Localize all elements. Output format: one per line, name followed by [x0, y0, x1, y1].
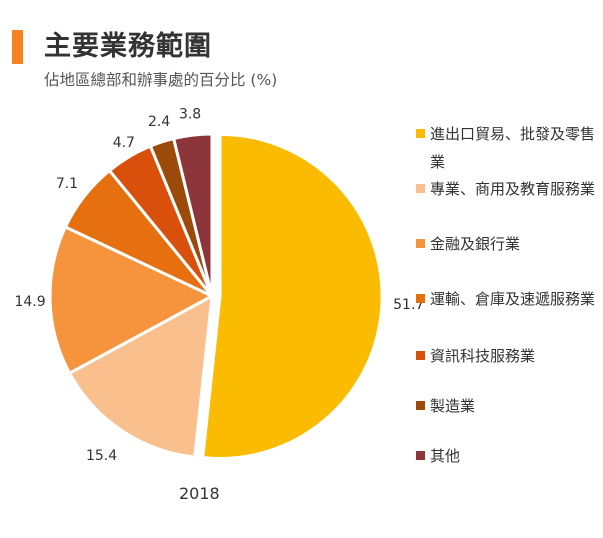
legend-item-2: 專業、商用及教育服務業	[416, 175, 601, 203]
legend-label-6: 製造業	[430, 397, 476, 415]
legend-swatch-1	[416, 129, 425, 138]
chart-title: 主要業務範圍	[44, 31, 212, 62]
pie-slice-3	[48, 225, 214, 375]
data-label-7: 3.8	[179, 106, 201, 122]
pie-slice-1	[201, 132, 384, 460]
pie-slice-7	[172, 132, 214, 298]
legend-label-3: 金融及銀行業	[430, 235, 521, 253]
legend-swatch-5	[416, 351, 425, 360]
legend-swatch-2	[416, 184, 425, 193]
legend-item-6: 製造業	[416, 392, 601, 420]
legend-item-5: 資訊科技服務業	[416, 342, 601, 370]
legend-label-1: 進出口貿易、批發及零售業	[430, 125, 596, 171]
legend-swatch-6	[416, 401, 425, 410]
legend-swatch-7	[416, 451, 425, 460]
legend-item-7: 其他	[416, 442, 601, 470]
legend-label-4: 運輸、倉庫及速遞服務業	[430, 290, 596, 308]
data-label-2: 15.4	[86, 448, 117, 464]
legend-label-2: 專業、商用及教育服務業	[430, 180, 596, 198]
chart-x-label: 2018	[179, 484, 220, 503]
legend-item-4: 運輸、倉庫及速遞服務業	[416, 285, 601, 313]
data-label-3: 14.9	[14, 294, 45, 310]
legend-item-1: 進出口貿易、批發及零售業	[416, 120, 601, 176]
chart-subtitle: 佔地區總部和辦事處的百分比 (%)	[44, 71, 278, 89]
legend-swatch-4	[416, 294, 425, 303]
legend-label-5: 資訊科技服務業	[430, 347, 536, 365]
legend-label-7: 其他	[430, 447, 461, 465]
pie-slice-2	[68, 294, 214, 459]
data-label-6: 2.4	[148, 114, 170, 130]
title-accent-bar	[12, 30, 23, 64]
data-label-4: 7.1	[56, 176, 78, 192]
data-label-5: 4.7	[113, 135, 135, 151]
legend-item-3: 金融及銀行業	[416, 230, 601, 258]
legend-swatch-3	[416, 239, 425, 248]
